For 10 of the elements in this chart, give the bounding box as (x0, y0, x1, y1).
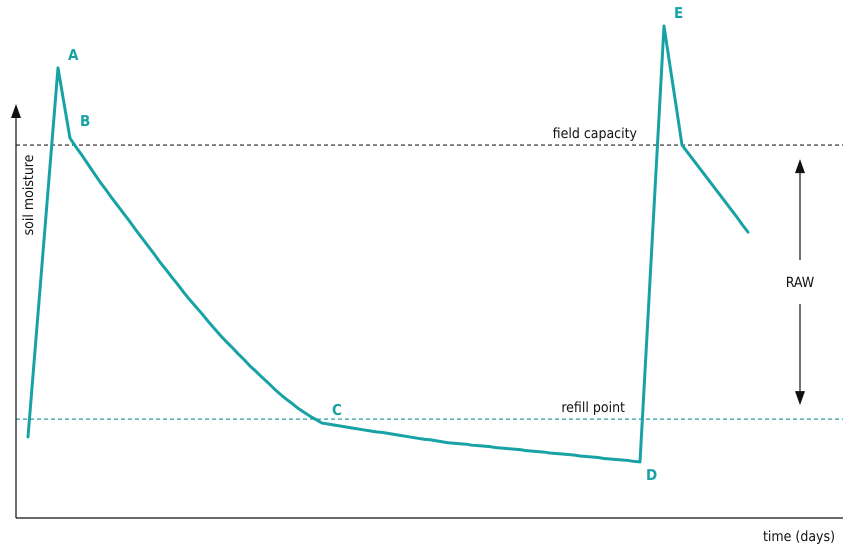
annotation: B (80, 112, 90, 130)
y-axis-title: soil moisture (21, 154, 37, 236)
text: E (674, 4, 684, 22)
annotation: A (68, 46, 79, 64)
ref-line-label: field capacity (552, 126, 638, 142)
text: RAW (786, 275, 815, 292)
x-axis-title: time (days) (762, 529, 835, 545)
ref-line-label: refill point (561, 400, 626, 416)
annotation: C (332, 401, 342, 420)
annotation: D (646, 466, 658, 484)
